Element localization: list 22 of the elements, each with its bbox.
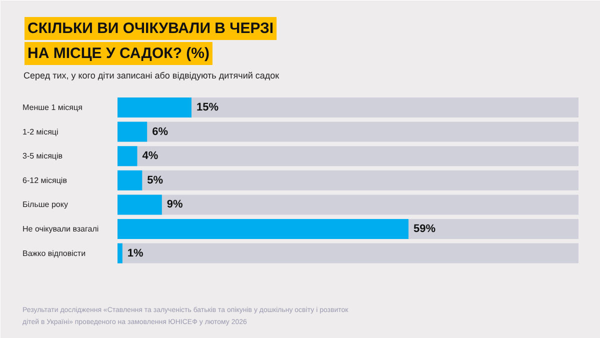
data-label: 9%	[166, 198, 184, 211]
bar	[118, 170, 142, 190]
y-tick-label: Не очікували взагалі	[22, 224, 99, 234]
data-label: 5%	[147, 174, 164, 186]
data-label: 15%	[196, 102, 219, 114]
data-label: 1%	[127, 247, 144, 260]
y-tick-label: 3-5 місяців	[22, 152, 63, 161]
bar	[118, 98, 192, 118]
chart-subtitle: Серед тих, у кого діти записані або відвідують дитячий садок	[24, 70, 280, 80]
y-tick-label: Більше року	[22, 200, 68, 210]
chart-title: СКІЛЬКИ ВИ ОЧІКУВАЛИ В ЧЕРЗІ НА МІСЦЕ У САДОК? (%)	[28, 20, 274, 62]
bar	[118, 122, 148, 142]
bar	[118, 194, 162, 215]
bar	[118, 243, 122, 264]
y-tick-label: Важко відповісти	[22, 248, 86, 258]
y-tick-label: 6-12 місяців	[22, 176, 67, 185]
data-label: 4%	[142, 150, 158, 162]
data-label: 59%	[414, 223, 436, 235]
y-tick-label: 1-2 місяці	[22, 127, 58, 136]
data-label: 6%	[152, 126, 168, 138]
y-tick-label: Менше 1 місяця	[22, 103, 82, 112]
bar	[118, 146, 138, 166]
